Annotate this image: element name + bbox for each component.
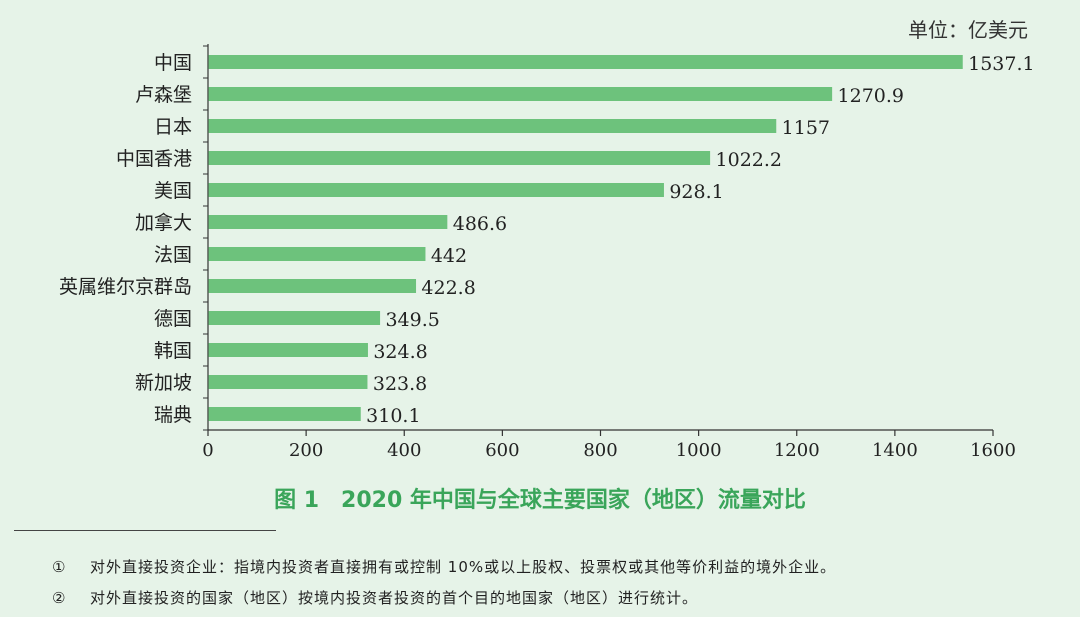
footnote-divider xyxy=(14,530,276,531)
footnote-2: ② 对外直接投资的国家（地区）按境内投资者投资的首个目的地国家（地区）进行统计。 xyxy=(52,587,698,608)
bar xyxy=(208,311,381,325)
x-tick-label: 200 xyxy=(289,440,323,461)
x-tick-label: 0 xyxy=(202,440,213,461)
bar xyxy=(208,343,368,357)
footnote-text: 对外直接投资企业：指境内投资者直接拥有或控制 10%或以上股权、投票权或其他等价… xyxy=(90,558,837,576)
value-label: 928.1 xyxy=(669,181,723,203)
bar xyxy=(208,215,448,229)
bar xyxy=(208,375,368,389)
x-tick-label: 800 xyxy=(583,440,617,461)
chart-axes: 0 200 400 600 800 1000 1200 1400 1600 xyxy=(202,44,1016,461)
category-label: 卢森堡 xyxy=(135,84,192,106)
bar xyxy=(208,55,963,69)
x-tick-label: 1400 xyxy=(872,440,918,461)
x-tick-label: 400 xyxy=(387,440,421,461)
category-label: 新加坡 xyxy=(135,372,192,394)
bar xyxy=(208,87,833,101)
value-label: 486.6 xyxy=(453,213,507,235)
value-label: 310.1 xyxy=(366,405,420,427)
bar xyxy=(208,247,426,261)
bar xyxy=(208,279,417,293)
category-label: 日本 xyxy=(154,116,192,138)
x-tick-label: 1000 xyxy=(676,440,722,461)
value-label: 442 xyxy=(431,245,467,267)
footnote-text: 对外直接投资的国家（地区）按境内投资者投资的首个目的地国家（地区）进行统计。 xyxy=(90,589,699,607)
bar-chart: 0 200 400 600 800 1000 1200 1400 1600 中国 1537.1 卢森… xyxy=(59,44,1035,461)
value-label: 1537.1 xyxy=(968,53,1034,75)
figure-caption: 图 1 2020 年中国与全球主要国家（地区）流量对比 xyxy=(274,488,806,513)
category-label: 瑞典 xyxy=(154,404,192,426)
footnote-number: ② xyxy=(52,589,67,607)
value-label: 349.5 xyxy=(385,309,439,331)
category-label: 中国 xyxy=(154,52,192,74)
x-tick-label: 1600 xyxy=(970,440,1016,461)
value-label: 1270.9 xyxy=(838,85,904,107)
value-label: 1157 xyxy=(782,117,830,139)
x-tick-label: 600 xyxy=(485,440,519,461)
x-tick-label: 1200 xyxy=(774,440,820,461)
chart-bars: 中国 1537.1 卢森堡 1270.9 日本 1157 中国香港 1022.2 美国 928.1… xyxy=(59,52,1035,427)
bar xyxy=(208,407,361,421)
unit-label: 单位：亿美元 xyxy=(908,18,1028,42)
bar xyxy=(208,119,777,133)
category-label: 加拿大 xyxy=(135,211,192,234)
category-label: 美国 xyxy=(154,180,192,202)
category-label: 中国香港 xyxy=(116,148,192,170)
value-label: 323.8 xyxy=(373,373,427,395)
value-label: 324.8 xyxy=(373,341,427,363)
value-label: 422.8 xyxy=(421,277,475,299)
bar xyxy=(208,151,711,165)
bar xyxy=(208,183,664,197)
value-label: 1022.2 xyxy=(716,149,782,171)
category-label: 德国 xyxy=(154,308,192,330)
footnote-1: ① 对外直接投资企业：指境内投资者直接拥有或控制 10%或以上股权、投票权或其他等… xyxy=(52,556,836,577)
category-label: 英属维尔京群岛 xyxy=(59,276,192,298)
category-label: 法国 xyxy=(154,244,192,266)
category-label: 韩国 xyxy=(154,340,192,362)
footnote-number: ① xyxy=(52,558,67,576)
